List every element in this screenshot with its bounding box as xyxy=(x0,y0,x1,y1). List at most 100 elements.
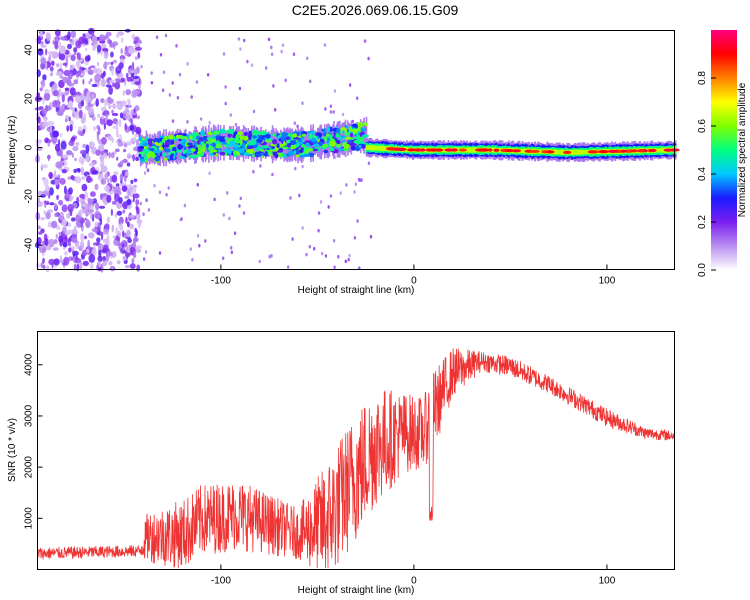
heat-cell xyxy=(158,146,164,151)
heat-cell xyxy=(122,255,127,261)
heat-cell xyxy=(70,175,75,180)
heat-cell xyxy=(365,145,368,150)
heat-cell xyxy=(218,136,225,143)
spectrogram-x-ticks: -100 0 100 xyxy=(211,264,616,287)
heat-cell xyxy=(45,48,48,56)
heat-cell xyxy=(270,52,274,57)
heat-cell xyxy=(103,228,109,235)
heat-cell xyxy=(288,150,294,156)
heat-cell xyxy=(240,138,243,145)
heat-cell xyxy=(45,211,51,220)
heat-cell xyxy=(272,84,275,88)
heat-cell xyxy=(124,50,130,56)
heat-cell xyxy=(337,254,340,259)
heat-cell xyxy=(69,87,76,96)
heat-cell xyxy=(126,205,132,210)
heat-cell xyxy=(42,97,45,105)
heat-cell xyxy=(577,149,580,155)
heat-cell xyxy=(239,196,242,201)
heat-cell xyxy=(45,105,52,111)
heat-cell xyxy=(80,43,86,47)
heat-cell xyxy=(103,152,108,159)
heat-cell xyxy=(342,142,348,147)
heat-cell xyxy=(305,142,310,147)
heat-cell xyxy=(312,135,317,139)
heat-cell xyxy=(205,143,209,149)
heat-cell xyxy=(133,178,138,183)
heat-cell xyxy=(42,257,45,264)
snr-frame xyxy=(37,331,675,570)
heat-cell xyxy=(239,47,242,51)
heat-cell xyxy=(626,149,632,153)
heat-cell xyxy=(621,149,626,153)
heat-cell xyxy=(301,101,304,105)
heat-cell xyxy=(85,153,89,162)
heat-cell xyxy=(112,59,118,64)
heat-cell xyxy=(373,145,376,151)
heat-cell xyxy=(407,148,416,152)
heat-cell xyxy=(229,140,234,145)
heat-cell xyxy=(444,148,454,152)
heat-cell xyxy=(254,153,262,157)
heat-cell xyxy=(558,150,561,155)
heat-cell xyxy=(298,193,301,198)
heat-cell xyxy=(367,161,371,166)
heat-cell xyxy=(87,239,90,249)
heat-cell xyxy=(268,131,270,157)
heat-cell xyxy=(656,148,658,153)
heat-cell xyxy=(100,178,107,185)
heat-cell xyxy=(97,61,99,67)
heat-cell xyxy=(59,75,64,79)
heat-cell xyxy=(66,150,73,156)
heat-cell xyxy=(560,149,563,155)
heat-cell xyxy=(138,85,142,89)
heat-cell xyxy=(165,192,168,197)
heat-cell xyxy=(529,149,540,153)
heat-cell xyxy=(140,64,143,69)
heat-cell xyxy=(124,123,127,131)
y-tick-label: -20 xyxy=(24,189,35,204)
heat-cell xyxy=(56,194,60,200)
heat-cell xyxy=(54,177,60,181)
heat-cell xyxy=(108,98,114,104)
heat-cell xyxy=(292,52,296,56)
heat-cell xyxy=(47,120,55,126)
heat-cell xyxy=(107,135,113,141)
heat-cell xyxy=(80,233,85,242)
heat-cell xyxy=(125,89,132,96)
heat-cell xyxy=(298,135,302,138)
heat-cell xyxy=(122,90,125,97)
heat-cell xyxy=(100,264,104,273)
heat-cell xyxy=(116,104,121,109)
x-tick-label: 100 xyxy=(599,276,616,287)
heat-cell xyxy=(71,234,78,243)
heat-cell xyxy=(46,32,51,42)
heat-cell xyxy=(247,148,254,155)
heat-cell xyxy=(287,265,290,269)
snr-y-ticks: 1000 2000 3000 4000 xyxy=(24,353,43,529)
heat-cell xyxy=(134,228,137,233)
heat-cell xyxy=(332,239,336,243)
heat-cell xyxy=(344,259,347,264)
heat-cell xyxy=(67,82,75,87)
heat-cell xyxy=(176,96,180,100)
heat-cell xyxy=(133,107,136,114)
heat-cell xyxy=(327,205,330,209)
heat-cell xyxy=(111,251,117,258)
heat-cell xyxy=(218,149,221,153)
heat-cell xyxy=(224,101,227,106)
heat-cell xyxy=(135,205,138,211)
heat-cell xyxy=(45,265,50,273)
heat-cell xyxy=(381,145,384,152)
heat-cell xyxy=(284,142,287,146)
heat-cell xyxy=(323,43,327,47)
heat-cell xyxy=(230,250,234,255)
heat-cell xyxy=(64,87,70,91)
heat-cell xyxy=(358,144,362,148)
heat-cell xyxy=(97,113,101,118)
heat-cell xyxy=(59,211,64,221)
heat-cell xyxy=(545,150,555,154)
heat-cell xyxy=(137,146,145,150)
heat-cell xyxy=(62,162,65,166)
heat-cell xyxy=(270,253,273,258)
